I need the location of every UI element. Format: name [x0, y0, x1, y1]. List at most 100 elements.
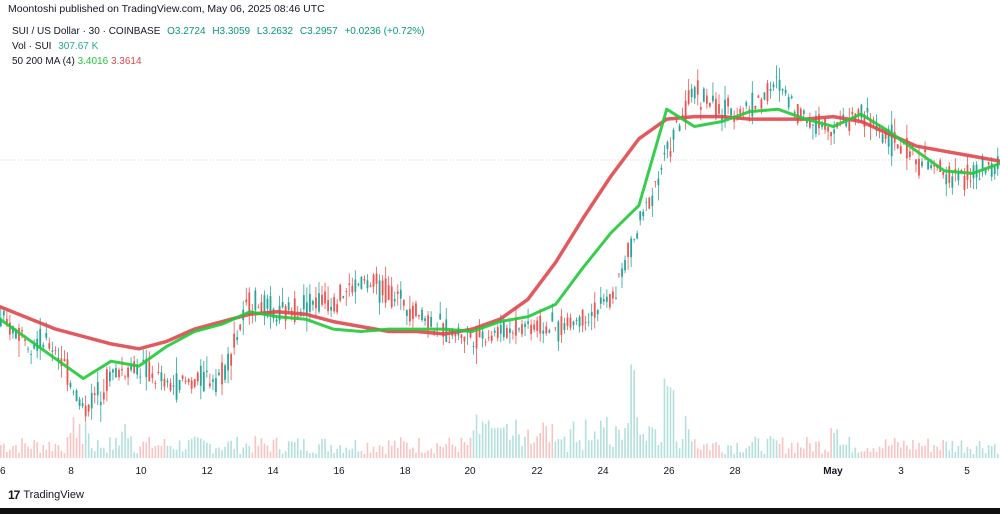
volume-bar [951, 440, 954, 458]
volume-bar [806, 436, 808, 458]
volume-bar [327, 451, 329, 458]
volume-bar [790, 442, 793, 458]
candle-body [748, 109, 751, 111]
volume-bar [624, 428, 626, 458]
volume-value: 307.67 K [58, 41, 99, 52]
volume-bar [87, 433, 90, 458]
candle-body [739, 108, 742, 114]
candle-body [424, 318, 426, 321]
volume-bar [745, 448, 748, 458]
volume-bar [460, 437, 463, 458]
candle-body [712, 95, 714, 102]
volume-bar [112, 449, 114, 458]
ma-label[interactable]: 50 200 MA (4) [12, 56, 75, 67]
volume-bar [93, 451, 96, 458]
volume-bar [387, 440, 390, 458]
volume-bar [578, 440, 581, 458]
candle-body [24, 339, 26, 341]
candle-body [615, 297, 617, 299]
volume-bar [354, 439, 357, 458]
candle-body [821, 124, 823, 128]
candle-body [175, 373, 178, 400]
volume-bar [215, 448, 217, 458]
volume-bar [330, 445, 332, 458]
volume-bar [30, 448, 32, 458]
bottom-bar [0, 508, 1000, 514]
candle-body [148, 361, 151, 382]
volume-bar [593, 431, 596, 458]
volume-bar [103, 447, 105, 458]
volume-bar [857, 452, 860, 458]
volume-bar [633, 370, 635, 458]
candle-body [469, 332, 472, 338]
volume-bar [84, 422, 87, 458]
candle-body [833, 129, 836, 134]
volume-bar [712, 443, 714, 458]
legend-row-symbol: SUI / US Dollar · 30 · COINBASE O3.2724 … [12, 24, 425, 39]
volume-bar [566, 451, 569, 458]
volume-bar [303, 439, 305, 458]
symbol-label[interactable]: SUI / US Dollar · 30 · COINBASE [12, 26, 161, 37]
volume-bar [984, 453, 987, 458]
volume-bar [736, 442, 738, 458]
candle-body [63, 359, 66, 362]
volume-bar [451, 444, 454, 458]
volume-bar [778, 443, 781, 458]
candle-body [551, 312, 554, 322]
volume-bar [639, 434, 641, 458]
volume-bar [748, 446, 751, 458]
volume-bar [875, 452, 878, 458]
candle-body [963, 175, 966, 191]
candle-body [969, 180, 972, 182]
low-value: L3.2632 [256, 26, 294, 37]
volume-bar [666, 386, 669, 458]
volume-bar [772, 438, 775, 458]
volume-bar [545, 426, 548, 458]
candle-body [618, 273, 620, 275]
volume-bar [512, 435, 514, 458]
volume-bar [475, 414, 478, 458]
ma50-line [0, 107, 1000, 380]
candle-body [339, 284, 342, 301]
candle-body [772, 84, 775, 88]
candle-body [45, 332, 48, 338]
candle-body [769, 88, 772, 91]
volume-label[interactable]: Vol · SUI [12, 41, 52, 52]
volume-bar [812, 451, 814, 458]
volume-bar [503, 427, 505, 458]
candle-body [48, 343, 51, 349]
volume-bar [518, 434, 520, 458]
volume-bar [300, 449, 302, 458]
candle-body [308, 294, 311, 312]
candle-body [230, 354, 233, 366]
volume-bar [927, 438, 929, 458]
volume-bar [227, 441, 229, 458]
candle-body [645, 202, 648, 204]
volume-bar [39, 452, 41, 458]
volume-bar [833, 432, 835, 458]
candle-body [502, 321, 505, 338]
candle-body [669, 150, 672, 157]
volume-bar [324, 438, 326, 458]
candle-body [754, 105, 757, 109]
volume-bar [890, 444, 893, 458]
volume-bar [872, 448, 875, 458]
candle-body [154, 383, 157, 384]
candle-body [554, 327, 557, 329]
candle-body [696, 80, 699, 95]
candle-body [690, 88, 693, 98]
candle-body [399, 289, 402, 299]
candle-body [990, 163, 993, 177]
candle-body [5, 318, 8, 324]
footer-brand-text: TradingView [23, 489, 84, 501]
volume-bar [993, 444, 996, 458]
volume-bar [18, 452, 20, 458]
volume-bar [754, 436, 757, 458]
volume-bar [693, 439, 696, 458]
ma200-value: 3.3614 [110, 56, 142, 67]
footer-brand[interactable]: 17 TradingView [8, 488, 84, 502]
volume-bar [124, 424, 126, 458]
volume-bar [466, 445, 469, 458]
candle-body [187, 379, 190, 383]
